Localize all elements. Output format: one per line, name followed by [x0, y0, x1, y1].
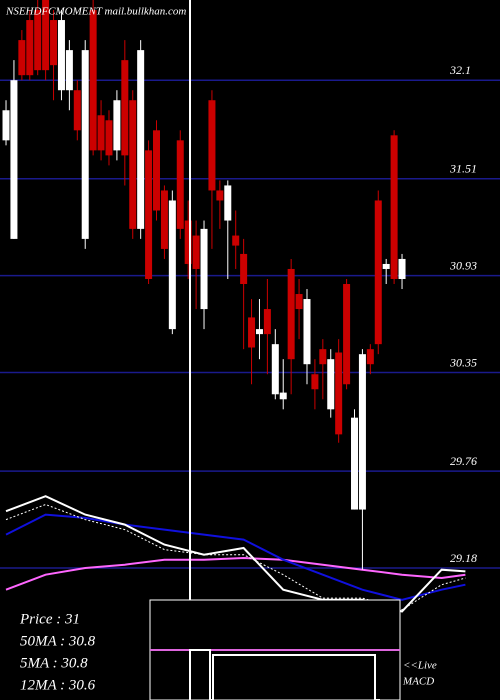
candle-body: [263, 309, 271, 335]
watermark: NSEHDFCMOMENT mail.bullkhan.com: [5, 6, 186, 18]
macd-label: <<Live: [403, 660, 437, 672]
candle-body: [390, 135, 398, 279]
candle-body: [192, 235, 200, 269]
ma-line: [5, 503, 466, 611]
candle-body: [89, 10, 97, 151]
candle-body: [184, 220, 192, 264]
candle-body: [168, 200, 176, 330]
candle-body: [208, 100, 216, 191]
info-text: 5MA : 30.8: [20, 655, 88, 671]
candle-body: [34, 10, 42, 71]
candle-body: [129, 100, 137, 229]
macd-line: [189, 649, 380, 700]
candle-body: [121, 60, 129, 156]
candle-body: [351, 417, 359, 510]
candle-body: [303, 299, 311, 365]
candle-body: [287, 268, 295, 360]
candle-body: [105, 120, 113, 156]
candle-body: [145, 150, 153, 279]
ma-line: [5, 513, 466, 601]
candle-body: [271, 344, 279, 395]
y-tick-label: 29.76: [450, 454, 477, 468]
macd-panel: [149, 599, 401, 700]
candle-body: [113, 100, 121, 151]
candle-body: [240, 253, 248, 285]
info-text: 50MA : 30.8: [20, 633, 96, 649]
candle-body: [343, 284, 351, 385]
y-tick-label: 30.35: [449, 355, 477, 369]
candle-body: [295, 294, 303, 310]
candle-body: [81, 50, 89, 239]
candle-body: [65, 50, 73, 91]
candle-body: [42, 0, 50, 71]
candle-body: [2, 110, 10, 141]
ma-line: [5, 556, 466, 591]
candle-body: [153, 130, 161, 211]
candle-body: [200, 228, 208, 310]
candle-body: [57, 20, 65, 91]
info-text: 12MA : 30.6: [20, 677, 96, 693]
candle-body: [327, 359, 335, 410]
candle-body: [279, 392, 287, 400]
candle-body: [232, 235, 240, 246]
y-tick-label: 29.18: [450, 551, 477, 565]
candle-body: [382, 263, 390, 269]
candle-body: [224, 185, 232, 221]
candle-body: [374, 200, 382, 345]
candle-body: [398, 258, 406, 279]
candle-body: [335, 352, 343, 435]
candle-body: [50, 20, 58, 66]
candle-body: [97, 115, 105, 151]
ma-line: [5, 495, 466, 613]
candle-body: [26, 20, 34, 76]
candle-body: [319, 349, 327, 365]
candle-body: [366, 349, 374, 365]
candle-body: [358, 354, 366, 510]
info-text: Price : 31: [19, 611, 80, 627]
candle-body: [18, 40, 26, 76]
candle-body: [255, 329, 263, 335]
candle-body: [160, 190, 168, 249]
candle-body: [311, 374, 319, 390]
candle-body: [137, 50, 145, 229]
y-tick-label: 30.93: [449, 258, 477, 272]
macd-label: MACD: [402, 676, 434, 688]
y-tick-label: 32.1: [449, 63, 471, 77]
y-tick-label: 31.51: [449, 162, 477, 176]
candle-body: [73, 90, 81, 131]
candle-body: [248, 317, 256, 348]
candle-body: [216, 190, 224, 201]
candle-body: [10, 80, 18, 239]
candle-body: [176, 140, 184, 229]
